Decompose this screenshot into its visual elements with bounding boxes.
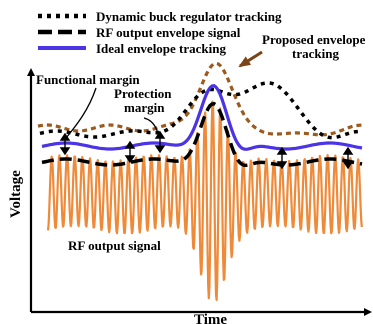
legend-label-envelope: RF output envelope signal <box>96 25 241 40</box>
dynamic-buck-tracking-curve <box>39 81 362 140</box>
legend: Dynamic buck regulator tracking RF outpu… <box>38 9 282 56</box>
y-axis-label: Voltage <box>8 170 24 218</box>
margin-arrows <box>59 130 354 170</box>
proposed-envelope-tracking-curve <box>37 61 363 137</box>
rf-signal-label: RF output signal <box>68 238 161 253</box>
legend-label-ideal: Ideal envelope tracking <box>96 41 226 56</box>
protection-margin-label-line2: margin <box>124 100 165 115</box>
protection-margin-pointer <box>143 117 159 135</box>
rf-output-signal-curve <box>46 100 363 301</box>
legend-label-buck: Dynamic buck regulator tracking <box>96 9 282 24</box>
rf-envelope-curve <box>41 101 363 168</box>
ideal-envelope-tracking-curve <box>41 84 363 151</box>
protection-margin-label-line1: Protection <box>114 86 172 101</box>
proposed-label-line2: tracking <box>292 46 339 61</box>
functional-margin-label: Functional margin <box>36 72 140 87</box>
proposed-label-line1: Proposed envelope <box>262 32 366 47</box>
proposed-pointer-arrow <box>238 50 263 68</box>
x-axis-label: Time <box>194 312 227 324</box>
functional-margin-pointer <box>65 87 97 139</box>
